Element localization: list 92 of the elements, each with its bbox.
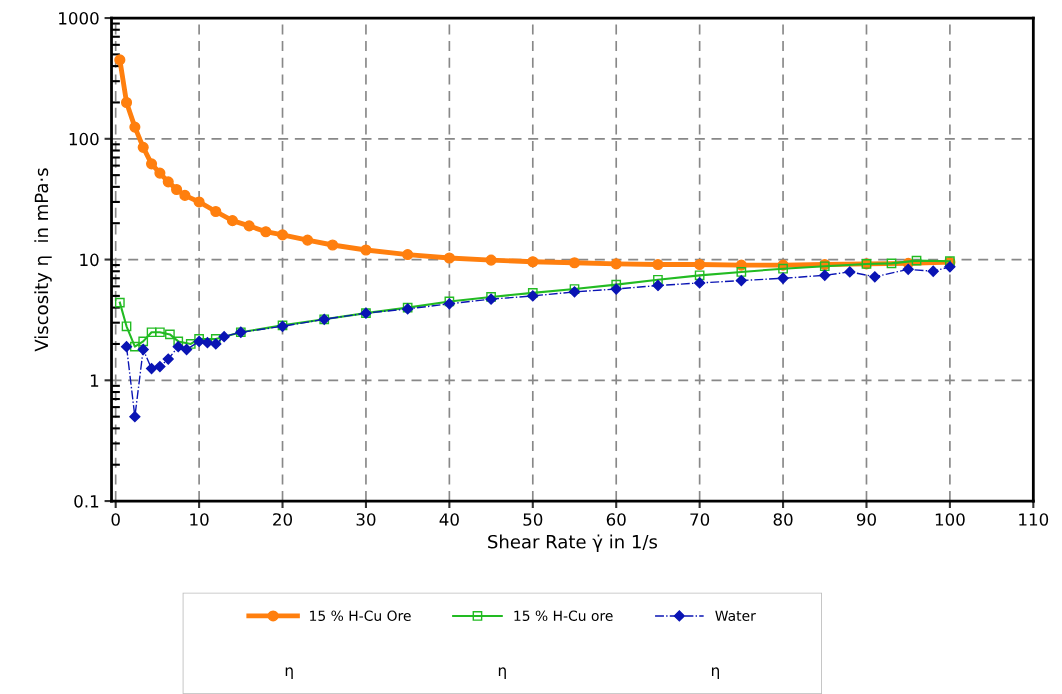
point [137, 343, 149, 356]
text: η [498, 667, 506, 680]
point [162, 176, 174, 188]
point [652, 279, 664, 292]
point [260, 226, 272, 238]
point [146, 327, 157, 338]
point [327, 239, 339, 251]
x-tick-label: 20 [273, 513, 293, 526]
x-axis-title: Shear Rate γ̇ in 1/s [488, 534, 658, 553]
y-tick-label: 0.1 [74, 495, 99, 508]
point [165, 329, 175, 340]
point [226, 215, 239, 227]
x-tick-label: 40 [439, 513, 459, 526]
point [201, 337, 214, 349]
point [443, 252, 455, 264]
point [777, 272, 789, 284]
x-tick-label: 60 [606, 513, 626, 526]
point [485, 254, 497, 266]
x-tick-label: 70 [690, 513, 710, 526]
point [944, 261, 956, 273]
point [301, 234, 314, 246]
point [911, 255, 922, 266]
point [172, 341, 184, 353]
point [145, 363, 158, 375]
point [652, 258, 664, 271]
x-tick-label: 110 [1019, 513, 1049, 526]
point [243, 220, 255, 232]
point [171, 183, 183, 196]
point [886, 258, 897, 269]
point [155, 327, 165, 338]
point [527, 290, 539, 302]
point [129, 411, 141, 423]
point [694, 270, 705, 281]
point [120, 96, 133, 109]
point [276, 229, 289, 241]
point [180, 343, 193, 356]
legend-label: 15 % H-Cu ore [514, 610, 613, 621]
point [138, 336, 149, 347]
point [120, 341, 133, 353]
point [653, 274, 663, 285]
point [736, 267, 747, 277]
point [218, 331, 230, 343]
point [154, 360, 166, 373]
point [844, 266, 856, 278]
text: η [711, 667, 719, 680]
point [154, 167, 166, 179]
point [130, 341, 140, 352]
point [137, 141, 149, 153]
point [735, 274, 747, 287]
x-tick-label: 80 [773, 513, 793, 526]
point [869, 271, 881, 283]
point [402, 249, 414, 261]
point [193, 335, 205, 348]
point [568, 257, 581, 269]
point [114, 54, 126, 66]
point [927, 265, 939, 277]
point [694, 258, 706, 271]
x-tick-label: 100 [935, 513, 965, 526]
point [610, 283, 622, 295]
point [145, 158, 158, 170]
y-tick-label: 10 [80, 253, 99, 267]
point [210, 205, 222, 218]
x-tick-label: 10 [190, 513, 209, 526]
y-tick-label: 100 [69, 132, 99, 146]
point [902, 263, 914, 275]
point [527, 256, 539, 268]
point [179, 189, 191, 201]
text: η [285, 667, 293, 680]
y-tick-label: 1000 [59, 12, 99, 25]
point [210, 338, 222, 350]
y-axis-title: Viscosity η in mPa·s [34, 168, 52, 352]
y-tick-label: 1 [90, 374, 99, 387]
x-tick-label: 30 [356, 513, 376, 526]
point [694, 277, 706, 289]
point [193, 196, 205, 208]
point [360, 244, 372, 256]
point [185, 339, 196, 349]
point [162, 353, 174, 365]
legend-label: Water [715, 610, 756, 621]
point [121, 321, 132, 332]
point [129, 121, 141, 133]
legend-label: 15 % H-Cu Ore [310, 610, 411, 621]
point [778, 263, 788, 274]
point [114, 297, 125, 308]
point [819, 269, 831, 281]
x-tick-label: 90 [856, 513, 876, 526]
x-tick-label: 50 [523, 513, 543, 526]
point [568, 286, 581, 298]
x-tick-label: 0 [111, 513, 120, 526]
point [173, 336, 184, 347]
point [610, 258, 622, 270]
point [611, 279, 622, 290]
